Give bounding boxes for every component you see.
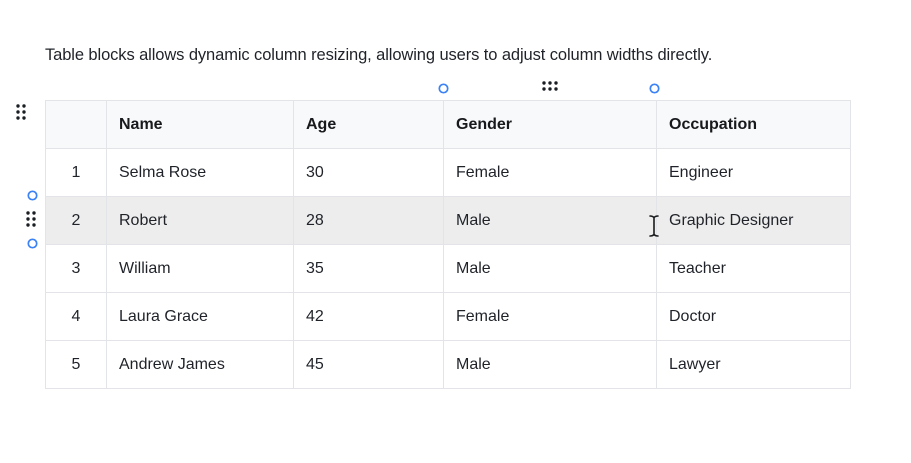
table-cell-age[interactable]: 35: [293, 244, 444, 293]
table-cell-occupation[interactable]: Engineer: [656, 148, 851, 197]
table-cell-gender[interactable]: Female: [443, 292, 657, 341]
table-row: 3 William 35 Male Teacher: [45, 244, 851, 293]
i-beam-icon: [648, 215, 660, 242]
table-cell-name[interactable]: Laura Grace: [106, 292, 294, 341]
circle-anchor-icon: [27, 236, 38, 253]
text-cursor-pointer: [648, 214, 660, 238]
table-cell-age[interactable]: 30: [293, 148, 444, 197]
table-row: 2 Robert 28 Male Graphic Designer: [45, 196, 851, 245]
paragraph-block[interactable]: Table blocks allows dynamic column resiz…: [45, 46, 713, 64]
table-cell-gender[interactable]: Female: [443, 148, 657, 197]
row-drag-handle[interactable]: [25, 210, 37, 228]
column-header-occupation[interactable]: Occupation: [656, 100, 851, 149]
column-header-name[interactable]: Name: [106, 100, 294, 149]
row-number-cell[interactable]: 1: [45, 148, 107, 197]
table-cell-occupation[interactable]: Graphic Designer: [656, 196, 851, 245]
column-drag-handle[interactable]: [541, 80, 559, 92]
table-row: 4 Laura Grace 42 Female Doctor: [45, 292, 851, 341]
drag-dots-horizontal-icon: [541, 79, 559, 96]
table-cell-name[interactable]: Selma Rose: [106, 148, 294, 197]
data-table: Name Age Gender Occupation 1 Selma Rose …: [45, 100, 851, 389]
circle-anchor-icon: [438, 81, 449, 98]
table-cell-gender[interactable]: Male: [443, 196, 657, 245]
drag-dots-vertical-icon: [15, 104, 27, 125]
column-resize-anchor[interactable]: [438, 83, 449, 94]
circle-anchor-icon: [649, 81, 660, 98]
column-header-gender[interactable]: Gender: [443, 100, 657, 149]
row-number-cell[interactable]: 5: [45, 340, 107, 389]
table-cell-name[interactable]: Robert: [106, 196, 294, 245]
row-resize-anchor[interactable]: [27, 190, 38, 201]
circle-anchor-icon: [27, 188, 38, 205]
column-resize-anchor[interactable]: [649, 83, 660, 94]
table-row: 5 Andrew James 45 Male Lawyer: [45, 340, 851, 389]
table-cell-gender[interactable]: Male: [443, 340, 657, 389]
row-number-cell[interactable]: 2: [45, 196, 107, 245]
table-row: 1 Selma Rose 30 Female Engineer: [45, 148, 851, 197]
table-block: Name Age Gender Occupation 1 Selma Rose …: [45, 100, 851, 389]
table-cell-occupation[interactable]: Teacher: [656, 244, 851, 293]
column-header-index[interactable]: [45, 100, 107, 149]
drag-dots-vertical-icon: [25, 211, 37, 232]
table-cell-occupation[interactable]: Lawyer: [656, 340, 851, 389]
table-cell-name[interactable]: William: [106, 244, 294, 293]
table-cell-occupation[interactable]: Doctor: [656, 292, 851, 341]
table-cell-age[interactable]: 28: [293, 196, 444, 245]
table-cell-age[interactable]: 45: [293, 340, 444, 389]
row-resize-anchor[interactable]: [27, 238, 38, 249]
row-number-cell[interactable]: 3: [45, 244, 107, 293]
block-drag-handle[interactable]: [15, 103, 27, 121]
table-cell-name[interactable]: Andrew James: [106, 340, 294, 389]
row-number-cell[interactable]: 4: [45, 292, 107, 341]
table-header-row: Name Age Gender Occupation: [45, 100, 851, 149]
column-header-age[interactable]: Age: [293, 100, 444, 149]
table-cell-age[interactable]: 42: [293, 292, 444, 341]
table-cell-gender[interactable]: Male: [443, 244, 657, 293]
